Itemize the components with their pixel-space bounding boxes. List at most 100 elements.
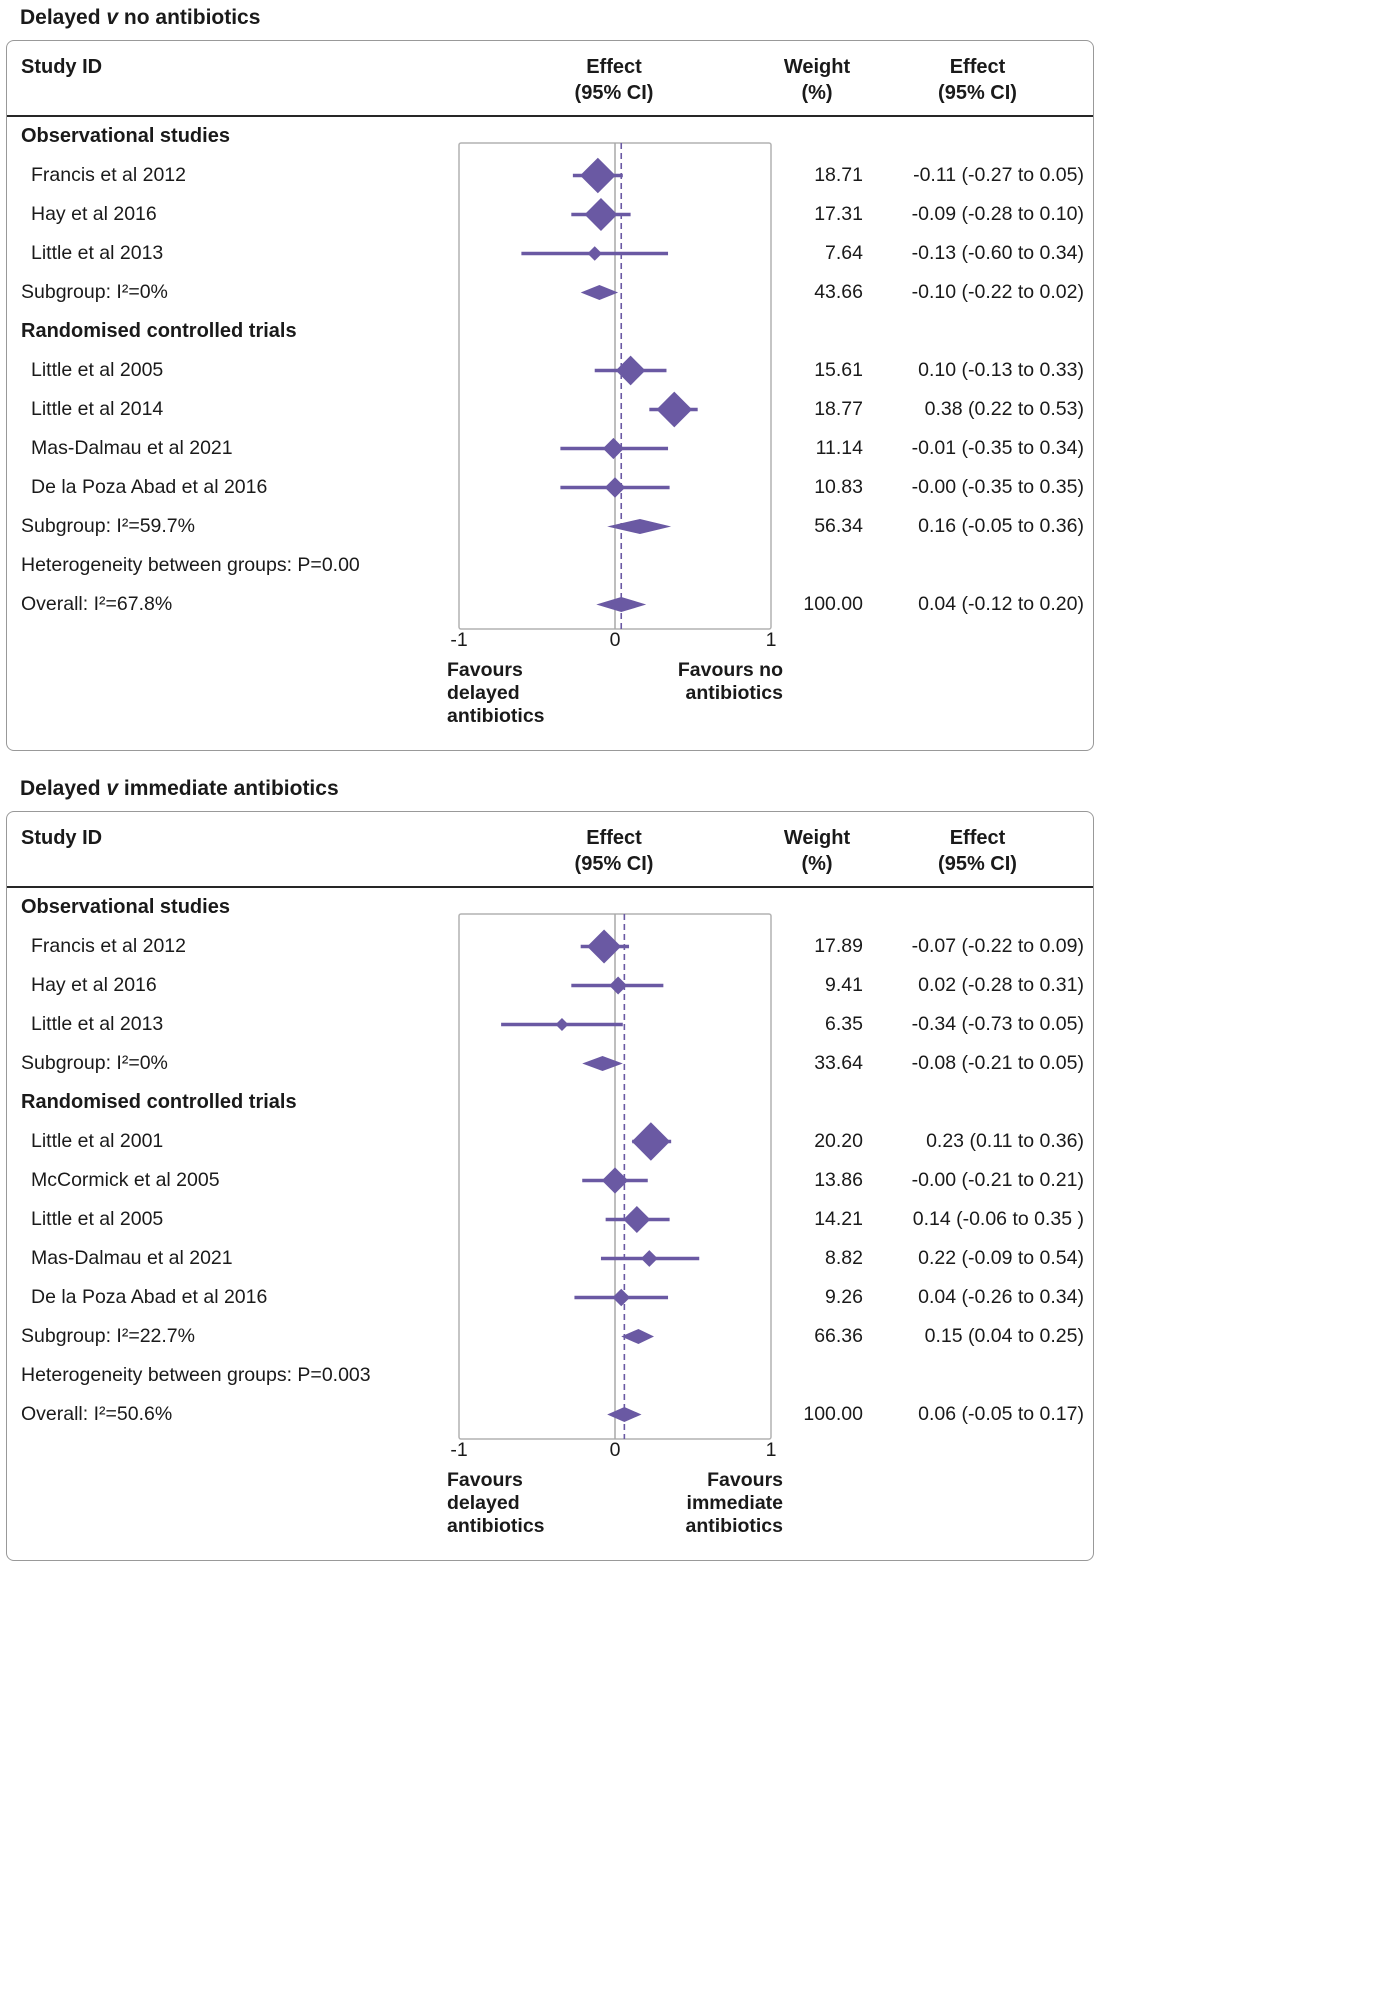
- axis-tick-label: 0: [609, 1439, 621, 1461]
- effect-ci-value: -0.10 (-0.22 to 0.02): [911, 281, 1084, 303]
- header-line: Effect: [586, 827, 642, 849]
- weight-value: 8.82: [825, 1247, 863, 1269]
- row-label: Overall: I²=50.6%: [21, 1403, 173, 1425]
- effect-ci-value: 0.02 (-0.28 to 0.31): [918, 974, 1084, 996]
- axis-tick-label: -1: [450, 629, 468, 651]
- study-diamond: [623, 1206, 651, 1233]
- row-label: Subgroup: I²=0%: [21, 281, 168, 303]
- row-label: Heterogeneity between groups: P=0.00: [21, 554, 360, 576]
- header-line: (95% CI): [574, 853, 654, 875]
- row-label: Subgroup: I²=59.7%: [21, 515, 195, 537]
- weight-value: 33.64: [814, 1052, 863, 1074]
- panel-title-italic-v: v: [106, 6, 119, 29]
- study-diamond: [640, 1250, 658, 1267]
- column-headers: Study ID Effect (95% CI) Weight (%) Effect (95…: [7, 41, 1093, 115]
- column-header-study-id: Study ID: [21, 56, 103, 78]
- column-header-effect-plot: Effect (95% CI): [457, 54, 771, 106]
- weight-value: 7.64: [825, 242, 863, 264]
- row-label: Mas-Dalmau et al 2021: [31, 437, 233, 459]
- row-label: Little et al 2005: [31, 1208, 164, 1230]
- row-label: Francis et al 2012: [31, 164, 187, 186]
- column-header-study-id: Study ID: [21, 827, 103, 849]
- header-line: (95% CI): [938, 853, 1017, 875]
- header-line: Effect: [949, 56, 1006, 78]
- study-diamond: [580, 157, 616, 194]
- weight-value: 100.00: [803, 1403, 863, 1425]
- plot-rows: Observational studies Francis et al 2012 1…: [7, 888, 1093, 1440]
- weight-value: 10.83: [814, 476, 863, 498]
- weight-value: 17.31: [814, 203, 863, 225]
- effect-ci-value: 0.22 (-0.09 to 0.54): [918, 1247, 1084, 1269]
- effect-ci-value: -0.00 (-0.21 to 0.21): [911, 1169, 1084, 1191]
- study-diamond: [612, 1288, 631, 1307]
- panel-title-suffix: immediate antibiotics: [118, 777, 339, 800]
- axis-tick-label: 1: [765, 629, 777, 651]
- weight-value: 43.66: [814, 281, 863, 303]
- favours-left-line: delayed: [447, 682, 520, 704]
- forest-panel: Delayed v immediate antibiotics Study ID E…: [6, 777, 1094, 1561]
- subgroup-pooled-diamond: [580, 285, 619, 300]
- header-line: Weight: [783, 827, 851, 849]
- forest-row-study: Francis et al 2012 18.71 -0.11 (-0.27 to 0…: [7, 156, 1093, 195]
- panel-title-prefix: Delayed: [20, 777, 107, 800]
- weight-value: 100.00: [803, 593, 863, 615]
- effect-ci-value: -0.08 (-0.21 to 0.05): [911, 1052, 1084, 1074]
- effect-ci-value: -0.09 (-0.28 to 0.10): [911, 203, 1084, 225]
- header-line: (95% CI): [938, 82, 1017, 104]
- overall-pooled-diamond: [607, 1407, 642, 1422]
- study-diamond: [602, 437, 625, 460]
- effect-ci-value: -0.34 (-0.73 to 0.05): [911, 1013, 1084, 1035]
- header-divider: [7, 115, 1093, 117]
- forest-plot-canvas: [458, 142, 772, 630]
- header-line: (%): [801, 82, 833, 104]
- row-label: De la Poza Abad et al 2016: [31, 476, 268, 498]
- weight-value: 9.41: [825, 974, 863, 996]
- favours-right-line: Favours: [707, 1469, 783, 1491]
- header-line: Weight: [783, 56, 851, 78]
- row-label: Subgroup: I²=0%: [21, 1052, 168, 1074]
- favours-right-label: Favours no antibiotics: [563, 659, 783, 705]
- forest-row-overall: Overall: I²=50.6% 100.00 0.06 (-0.05 to 0.…: [7, 1395, 1093, 1434]
- study-diamond: [631, 1122, 671, 1161]
- favours-labels: Favours delayed antibiotics Favours immediat…: [7, 1466, 1093, 1550]
- row-label: De la Poza Abad et al 2016: [31, 1286, 268, 1308]
- forest-row-study: Little et al 2005 14.21 0.14 (-0.06 to 0.3…: [7, 1200, 1093, 1239]
- panel-box: Study ID Effect (95% CI) Weight (%) Effect (95…: [6, 40, 1094, 751]
- study-diamond: [604, 477, 626, 498]
- favours-labels: Favours delayed antibiotics Favours no antib…: [7, 656, 1093, 740]
- favours-right-line: Favours no: [677, 659, 783, 681]
- column-header-effect-ci: Effect (95% CI): [863, 54, 1092, 106]
- forest-row-study: Little et al 2005 15.61 0.10 (-0.13 to 0.3…: [7, 351, 1093, 390]
- row-label: Observational studies: [21, 125, 230, 147]
- row-label: Little et al 2014: [31, 398, 164, 420]
- axis-tick-label: 1: [765, 1439, 777, 1461]
- header-line: (%): [801, 853, 833, 875]
- study-diamond: [601, 1167, 629, 1194]
- favours-left-line: delayed: [447, 1492, 520, 1514]
- effect-ci-value: -0.13 (-0.60 to 0.34): [911, 242, 1084, 264]
- effect-ci-value: 0.16 (-0.05 to 0.36): [918, 515, 1084, 537]
- row-label: Little et al 2013: [31, 242, 164, 264]
- study-diamond: [615, 355, 646, 386]
- row-label: Hay et al 2016: [31, 974, 157, 996]
- favours-left-label: Favours delayed antibiotics: [447, 659, 545, 728]
- row-label: Little et al 2001: [31, 1130, 164, 1152]
- effect-ci-value: 0.06 (-0.05 to 0.17): [918, 1403, 1084, 1425]
- header-line: (95% CI): [574, 82, 654, 104]
- panel-title: Delayed v immediate antibiotics: [20, 777, 1094, 801]
- effect-ci-value: 0.38 (0.22 to 0.53): [924, 398, 1084, 420]
- forest-plot-figure: Delayed v no antibiotics Study ID Effect (9…: [6, 6, 1094, 1561]
- forest-row-study: Francis et al 2012 17.89 -0.07 (-0.22 to 0…: [7, 927, 1093, 966]
- panel-title-suffix: no antibiotics: [118, 6, 261, 29]
- forest-plot-canvas: [458, 913, 772, 1440]
- weight-value: 6.35: [825, 1013, 863, 1035]
- forest-row-study: Little et al 2013 6.35 -0.34 (-0.73 to 0.0…: [7, 1005, 1093, 1044]
- row-label: Heterogeneity between groups: P=0.003: [21, 1364, 371, 1386]
- weight-value: 14.21: [814, 1208, 863, 1230]
- row-label: Francis et al 2012: [31, 935, 187, 957]
- effect-ci-value: 0.04 (-0.26 to 0.34): [918, 1286, 1084, 1308]
- favours-left-line: Favours: [447, 659, 523, 681]
- overall-pooled-diamond: [596, 597, 647, 612]
- favours-right-label: Favours immediate antibiotics: [563, 1469, 783, 1538]
- x-axis: -1 0 1: [7, 1434, 1093, 1466]
